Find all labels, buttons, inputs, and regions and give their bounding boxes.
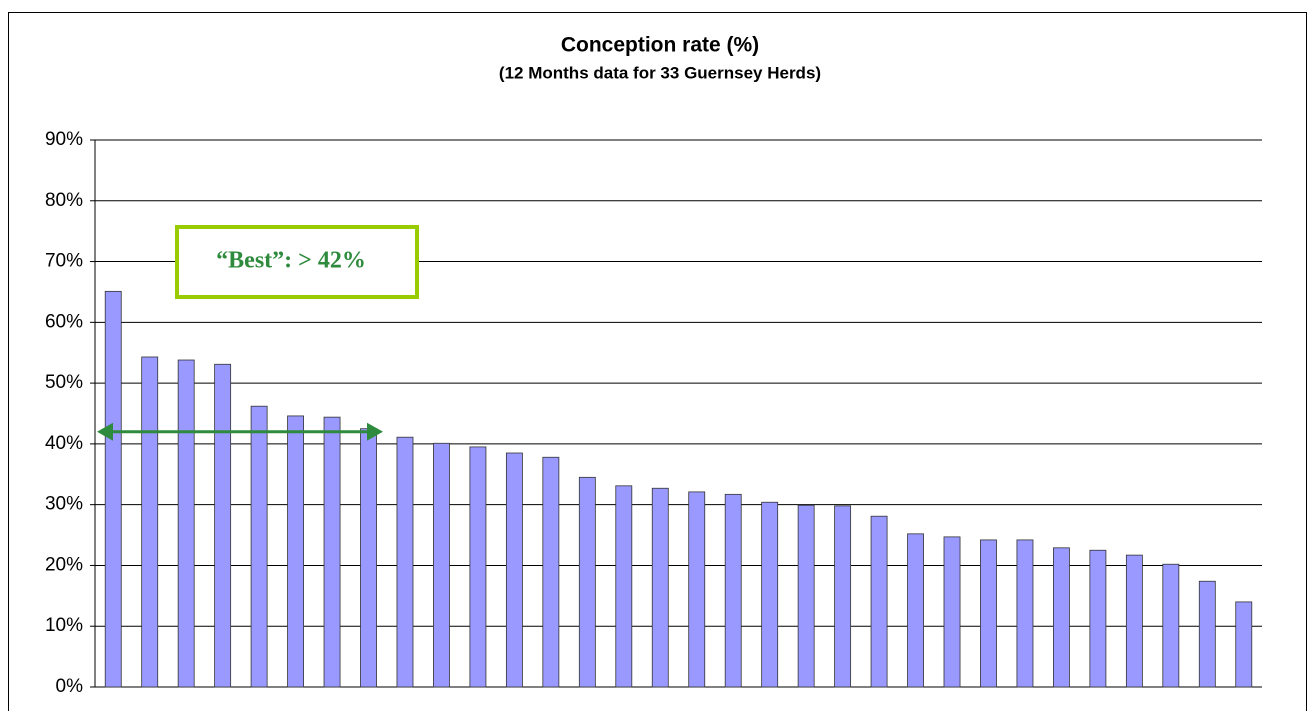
bar: [724, 493, 742, 688]
bar: [360, 428, 377, 688]
bar: [761, 501, 779, 688]
bar: [1235, 601, 1253, 688]
annotation-box: [175, 225, 419, 299]
bar: [287, 415, 305, 688]
bar: [578, 476, 596, 688]
annotation-text: “Best”: > 42%: [216, 248, 366, 274]
bar: [177, 359, 195, 688]
bar: [141, 356, 159, 688]
bar: [907, 533, 924, 688]
bar: [433, 442, 450, 688]
bar: [323, 416, 341, 688]
y-tick-label: 70%: [45, 251, 83, 272]
y-tick-label: 40%: [45, 433, 83, 454]
y-tick-label: 10%: [45, 615, 83, 636]
bar: [1198, 580, 1216, 688]
bar: [651, 487, 669, 688]
bar: [250, 405, 268, 688]
bar: [980, 539, 997, 688]
bar: [615, 485, 633, 688]
bar: [396, 436, 414, 688]
y-tick-label: 90%: [45, 129, 83, 150]
bar: [1016, 539, 1034, 688]
bar: [1089, 549, 1107, 688]
bar: [688, 491, 706, 688]
y-tick-label: 80%: [45, 190, 83, 211]
chart-title: Conception rate (%): [561, 34, 759, 57]
y-tick-label: 20%: [45, 554, 83, 575]
y-tick-label: 60%: [45, 311, 83, 332]
bar: [542, 456, 560, 688]
bar: [469, 446, 487, 688]
bar: [505, 452, 523, 688]
bar: [834, 505, 852, 688]
y-tick-label: 30%: [45, 494, 83, 515]
bar: [943, 536, 961, 688]
bar: [104, 290, 122, 688]
y-tick-label: 0%: [56, 676, 84, 697]
arrow-head: [97, 422, 113, 441]
bar: [797, 504, 815, 688]
bar: [870, 515, 888, 688]
arrow-head: [367, 422, 383, 441]
y-tick-label: 50%: [45, 372, 83, 393]
bar: [1162, 563, 1180, 688]
chart-subtitle: (12 Months data for 33 Guernsey Herds): [499, 63, 821, 82]
bar: [214, 363, 232, 688]
bar: [1052, 547, 1070, 688]
bar: [1125, 554, 1143, 688]
